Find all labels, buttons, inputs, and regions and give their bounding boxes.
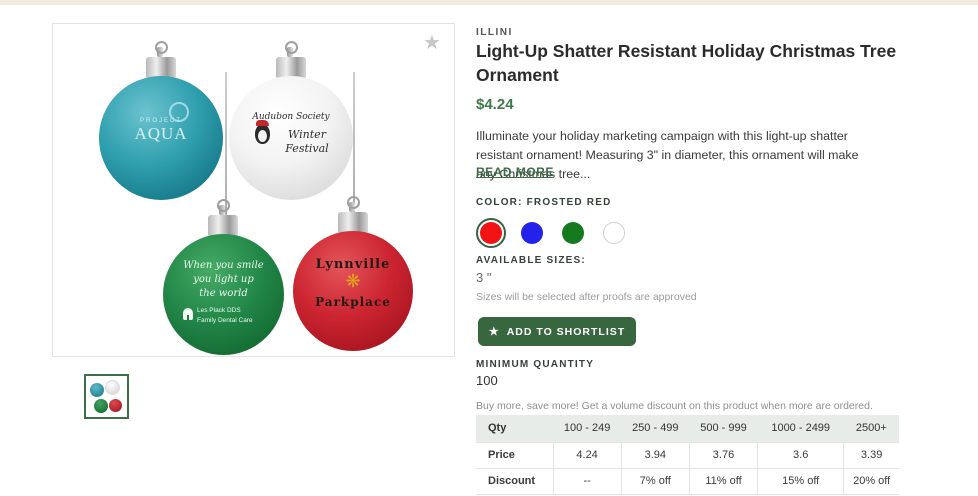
ornament-text: Les Plack DDS Family Dental Care [197,307,253,324]
table-cell: 3.94 [620,441,690,469]
ornament-cap [208,199,238,236]
minimum-quantity-value: 100 [476,373,498,388]
swatch-frosted-red[interactable] [476,218,506,248]
ornament-text: PROJECT [139,118,182,124]
table-cell: Price [476,441,554,469]
ornament-text: Winter [288,128,326,141]
table-header-cell: 1000 - 2499 [757,415,844,442]
thumb-ornament-white [105,380,120,395]
available-sizes-label: AVAILABLE SIZES: [476,255,586,266]
aqua-logo-ring [169,102,189,122]
minimum-quantity-label: MINIMUM QUANTITY [476,359,595,370]
table-cell: 3.39 [843,441,899,469]
swatch-blue-dot [521,222,543,244]
table-row-discount: Discount -- 7% off 11% off 15% off 20% o… [476,467,899,495]
ornament-white: Audubon Society Winter Festival [229,76,353,200]
table-header-cell: 500 - 999 [689,415,758,442]
size-note: Sizes will be selected after proofs are … [476,291,697,303]
ornament-cap [338,196,368,233]
table-cell: 3.6 [757,441,845,469]
table-cell: 3.76 [688,441,759,469]
ornament-teal: PROJECT AQUA [99,76,223,200]
swatch-red-dot [480,222,502,244]
table-header-cell: Qty [476,415,553,442]
table-cell: 7% off [620,467,690,495]
thumb-ornament-green [94,399,108,413]
ornament-text: Lynnville [315,257,391,272]
table-cell: 20% off [843,467,899,495]
swatch-blue[interactable] [517,218,547,248]
ornament-cap [146,41,176,78]
ornament-string [225,72,227,237]
table-cell: -- [552,467,622,495]
size-value: 3 " [476,270,492,285]
shortlist-button-label: ADD TO SHORTLIST [506,325,626,338]
table-header-cell: 250 - 499 [621,415,690,442]
ornament-text: the world [199,288,248,299]
table-header-row: Qty 100 - 249 250 - 499 500 - 999 1000 -… [476,415,899,442]
ornament-string [353,72,355,224]
penguin-logo [255,120,270,144]
product-title: Light-Up Shatter Resistant Holiday Chris… [476,41,897,85]
swatch-green[interactable] [558,218,588,248]
read-more-link[interactable]: READ MORE [476,165,554,179]
table-row-price: Price 4.24 3.94 3.76 3.6 3.39 [476,441,899,469]
color-label: COLOR: FROSTED RED [476,197,612,208]
product-image-card: ★ PROJECT AQUA Audubon Society Winter Fe… [52,23,455,357]
ornament-green: When you smile you light up the world Le… [163,234,284,355]
ornament-text: you light up [193,274,254,285]
table-cell: Discount [476,467,554,495]
swatch-white-dot [603,222,625,244]
thumbnail-selected[interactable] [84,374,129,419]
table-cell: 4.24 [552,441,622,469]
swatch-white[interactable] [599,218,629,248]
ornament-text: Festival [285,142,329,155]
add-to-shortlist-button[interactable]: ★ ADD TO SHORTLIST [478,317,636,346]
favorite-star-icon[interactable]: ★ [423,32,441,54]
product-description: Illuminate your holiday marketing campai… [476,129,859,181]
table-header-cell: 2500+ [843,415,899,442]
ornament-red: Lynnville ❋ Parkplace [293,231,413,351]
swatch-green-dot [562,222,584,244]
thumb-ornament-red [109,399,122,412]
table-header-cell: 100 - 249 [553,415,622,442]
color-swatches [476,218,629,248]
ornament-text: AQUA [134,124,188,143]
table-cell: 11% off [688,467,759,495]
gold-flourish-icon: ❋ [345,271,361,291]
button-star-icon: ★ [488,326,500,338]
top-accent-bar [0,0,978,5]
thumb-ornament-teal [90,383,104,397]
ornament-text: Parkplace [315,295,391,309]
ornament-text: When you smile [183,260,264,271]
table-cell: 15% off [757,467,845,495]
volume-pricing-table: Qty 100 - 249 250 - 499 500 - 999 1000 -… [476,415,899,495]
product-price: $4.24 [476,96,514,113]
ornament-cap [276,41,306,78]
ornament-text: Audubon Society [252,112,330,122]
volume-discount-note: Buy more, save more! Get a volume discou… [476,400,873,412]
brand-name: ILLINI [476,27,513,38]
tooth-logo [183,308,193,320]
